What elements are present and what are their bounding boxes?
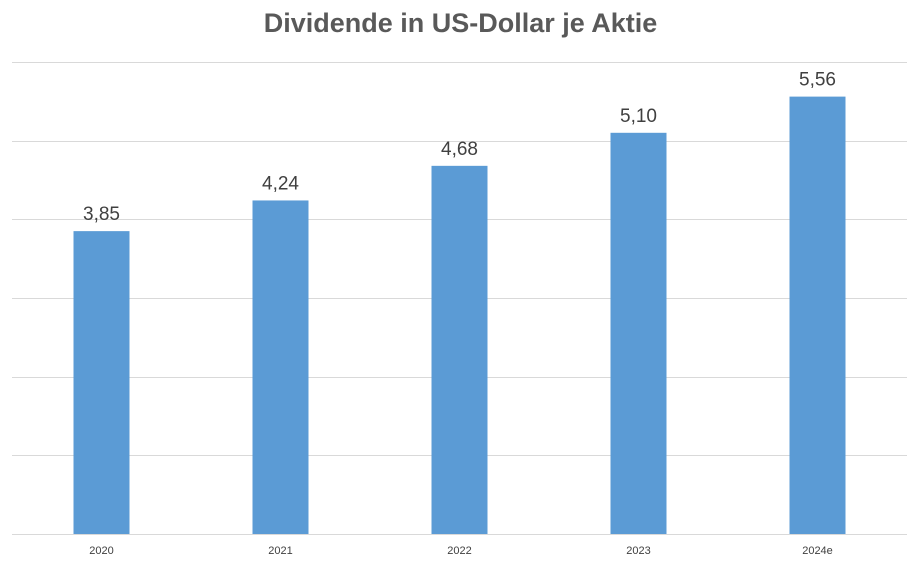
bars: [73, 96, 846, 535]
data-label-2024e: 5,56: [799, 70, 836, 91]
x-tick-2024e: 2024e: [802, 545, 833, 557]
bar-2021: [252, 200, 309, 534]
x-tick-2020: 2020: [89, 545, 113, 557]
bar-2020: [73, 231, 130, 534]
bar-2022: [431, 165, 488, 534]
x-axis-ticks: 2020 2021 2022 2023 2024e: [89, 545, 833, 557]
data-label-2022: 4,68: [441, 139, 478, 160]
bar-2023: [610, 132, 667, 535]
data-label-2023: 5,10: [620, 106, 657, 127]
data-labels: 3,85 4,24 4,68 5,10 5,56: [83, 70, 836, 226]
chart-title: Dividende in US-Dollar je Aktie: [263, 8, 658, 38]
data-label-2021: 4,24: [262, 173, 299, 194]
data-label-2020: 3,85: [83, 204, 120, 225]
bar-2024e: [789, 96, 846, 534]
x-tick-2021: 2021: [268, 545, 292, 557]
x-tick-2022: 2022: [447, 545, 471, 557]
x-tick-2023: 2023: [626, 545, 650, 557]
